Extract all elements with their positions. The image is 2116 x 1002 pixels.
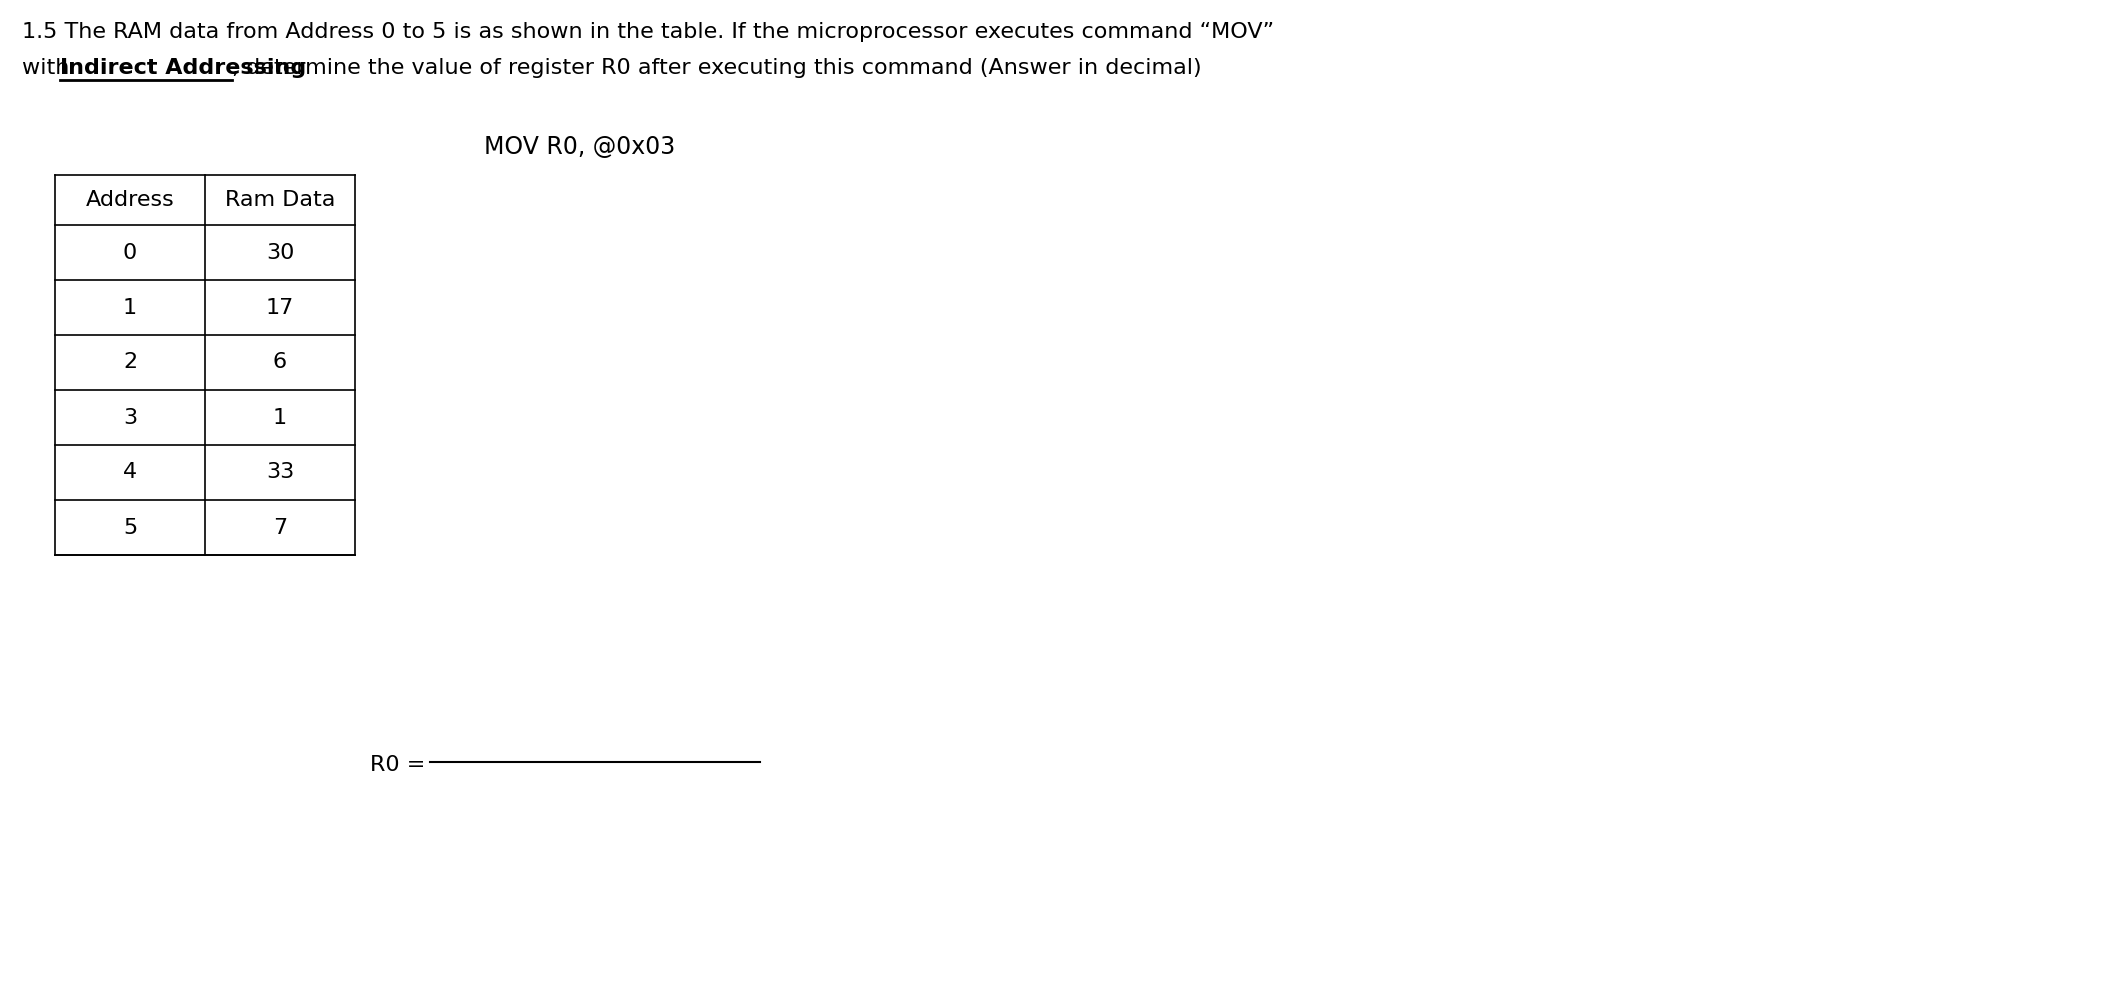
- Text: , determine the value of register R0 after executing this command (Answer in dec: , determine the value of register R0 aft…: [233, 58, 1202, 78]
- Text: MOV R0, @0x03: MOV R0, @0x03: [485, 135, 675, 159]
- Text: with: with: [21, 58, 76, 78]
- Text: 33: 33: [267, 463, 294, 483]
- Text: 0: 0: [123, 242, 138, 263]
- Text: Address: Address: [85, 190, 174, 210]
- Text: 3: 3: [123, 408, 138, 428]
- Text: 1.5 The RAM data from Address 0 to 5 is as shown in the table. If the microproce: 1.5 The RAM data from Address 0 to 5 is …: [21, 22, 1274, 42]
- Text: 17: 17: [267, 298, 294, 318]
- Text: R0 =: R0 =: [370, 755, 432, 775]
- Text: 7: 7: [273, 517, 288, 537]
- Text: 4: 4: [123, 463, 138, 483]
- Text: Ram Data: Ram Data: [224, 190, 334, 210]
- Text: 1: 1: [123, 298, 138, 318]
- Text: 6: 6: [273, 353, 288, 373]
- Text: 30: 30: [267, 242, 294, 263]
- Text: 1: 1: [273, 408, 288, 428]
- Text: 2: 2: [123, 353, 138, 373]
- Text: 5: 5: [123, 517, 138, 537]
- Text: Indirect Addressing: Indirect Addressing: [59, 58, 307, 78]
